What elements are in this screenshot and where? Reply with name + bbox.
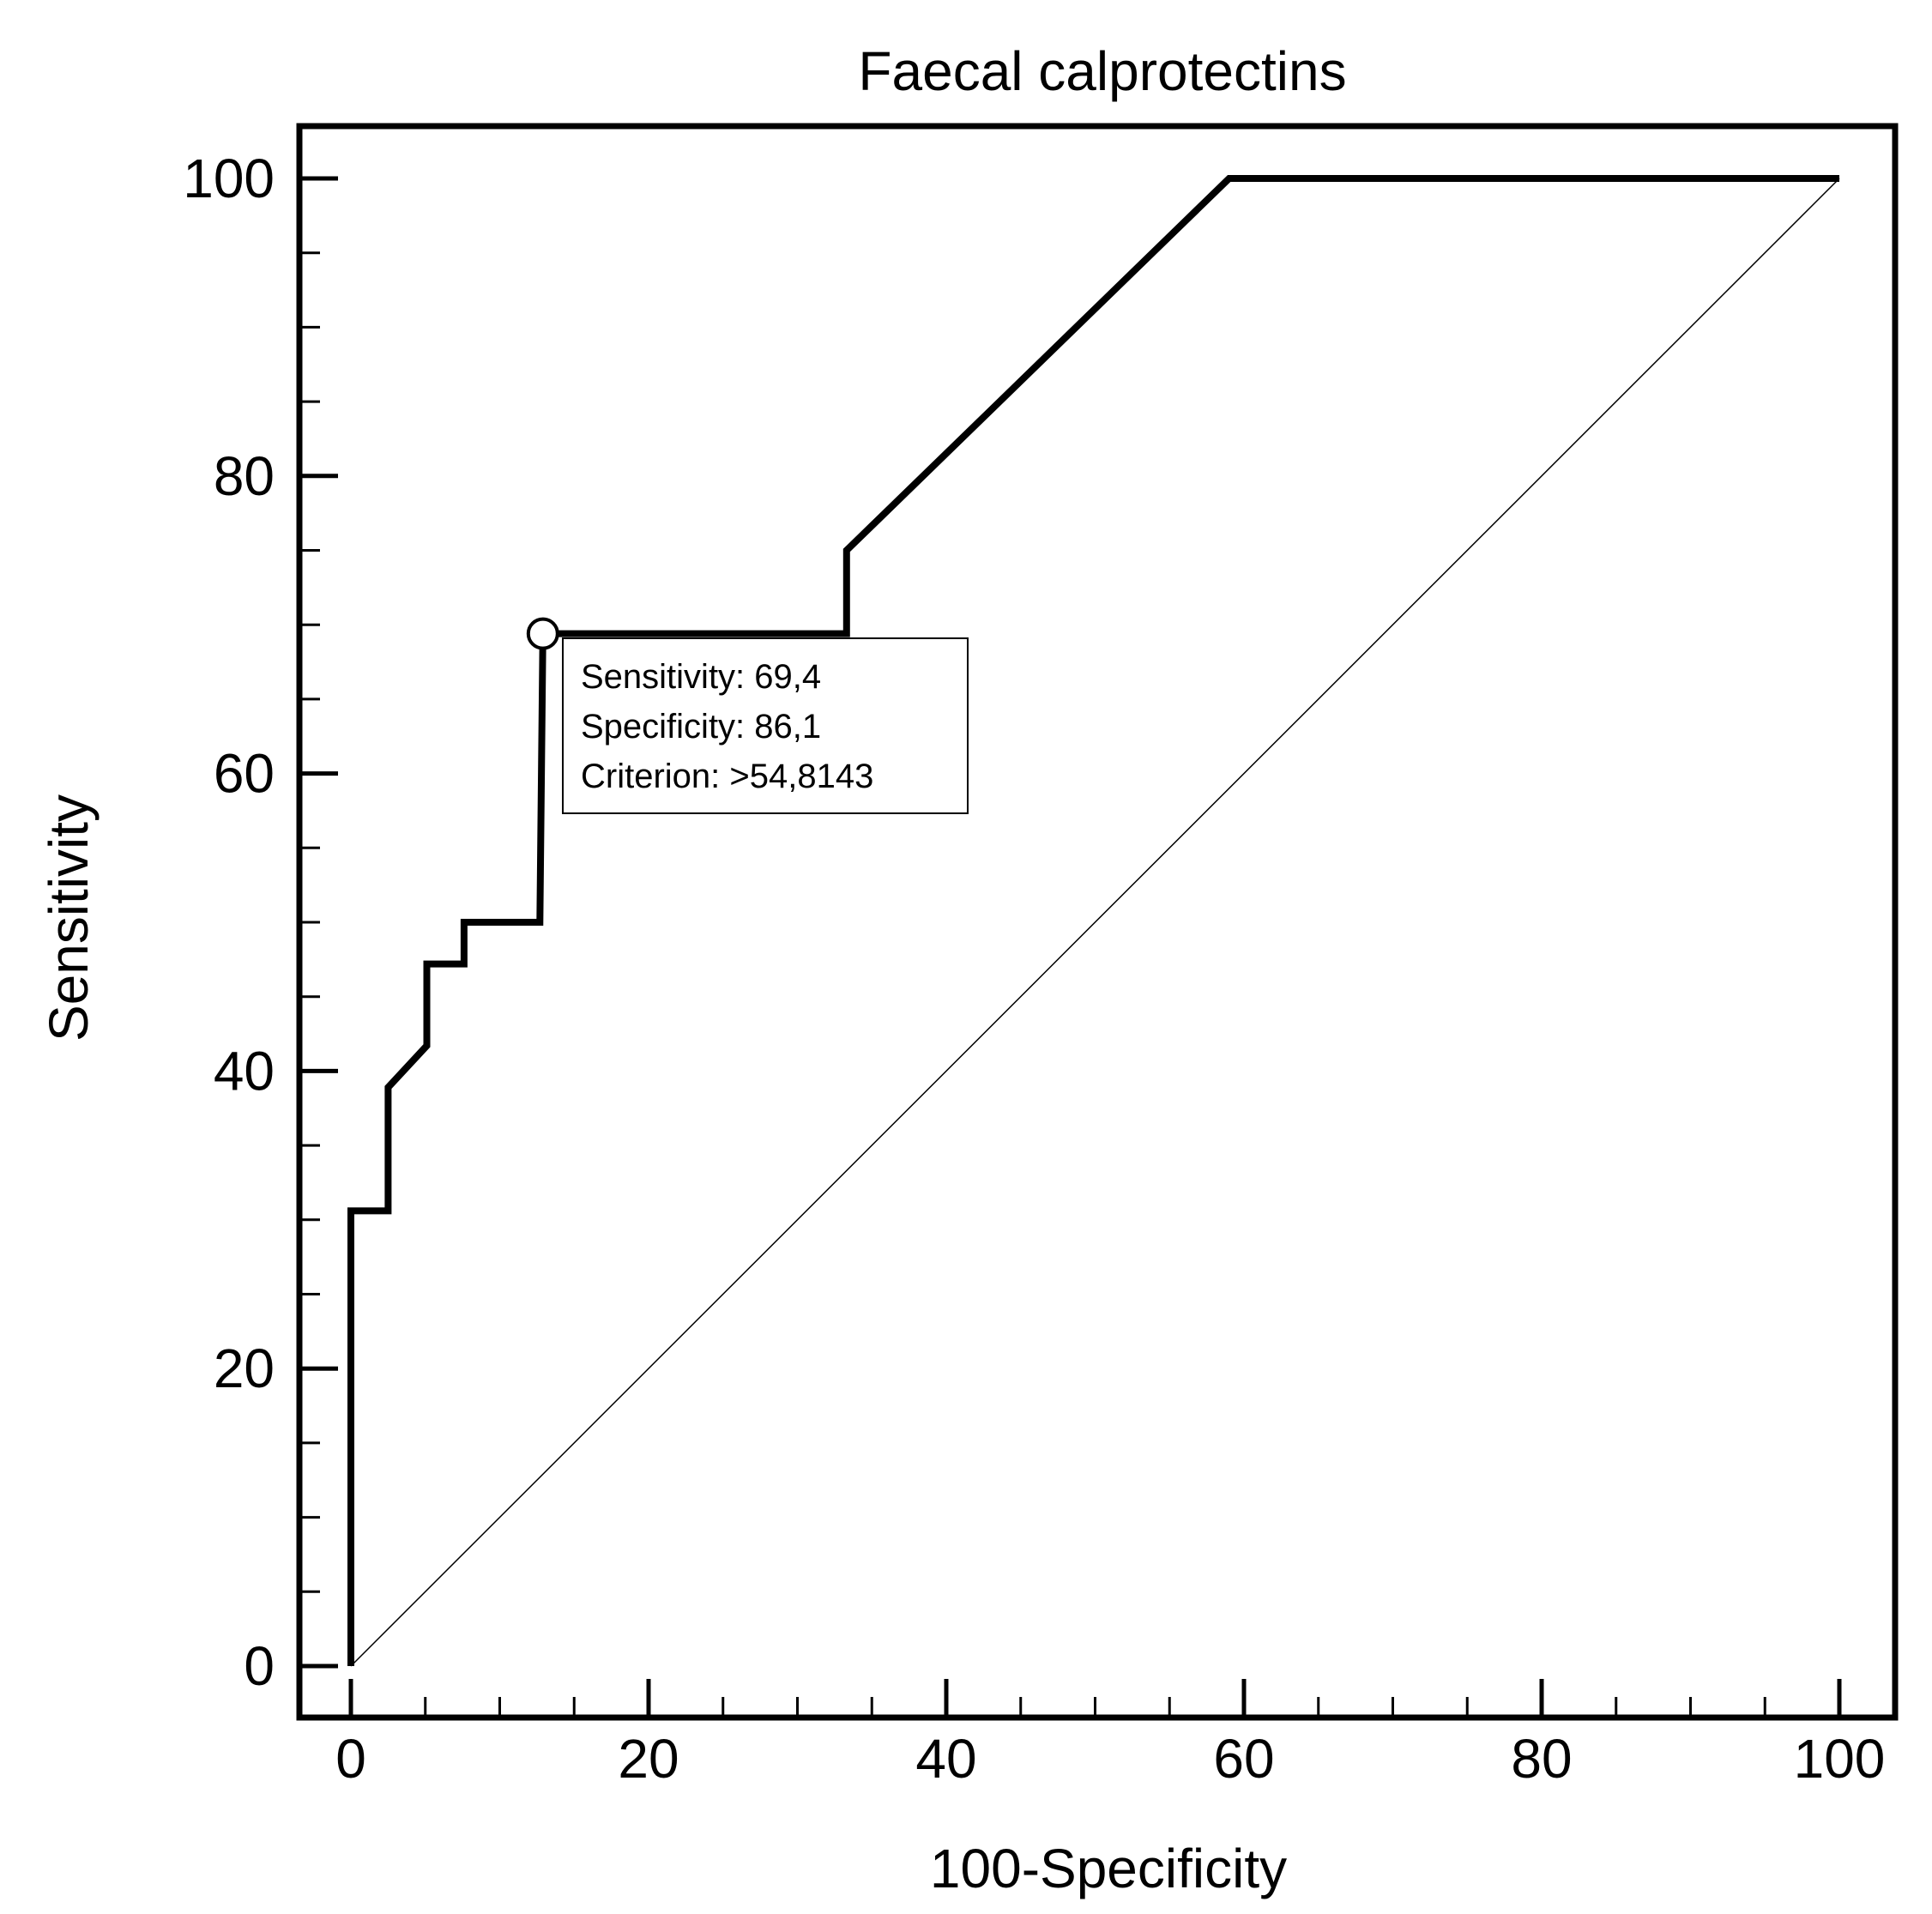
chart-title: Faecal calprotectins: [858, 40, 1346, 102]
callout-specificity: Specificity: 86,1: [581, 708, 821, 746]
axis-ticks: [299, 176, 1842, 1718]
x-tick-label: 0: [335, 1728, 366, 1790]
x-tick-label: 20: [618, 1728, 679, 1790]
y-tick-label: 80: [214, 445, 275, 507]
x-tick-label: 60: [1213, 1728, 1274, 1790]
x-tick-label: 100: [1794, 1728, 1886, 1790]
roc-curve-line: [347, 175, 1839, 1666]
x-tick-label: 80: [1511, 1728, 1572, 1790]
callout-sensitivity: Sensitivity: 69,4: [581, 658, 821, 696]
y-tick-label: 0: [244, 1635, 275, 1697]
y-tick-label: 40: [214, 1040, 275, 1102]
criterion-callout: Sensitivity: 69,4 Specificity: 86,1 Crit…: [562, 637, 969, 814]
reference-diagonal-line: [350, 178, 1840, 1667]
criterion-point-marker: [526, 617, 559, 650]
series-layer: [347, 175, 1840, 1667]
callout-box: [562, 637, 969, 814]
y-tick-label: 20: [214, 1337, 275, 1399]
y-tick-label: 100: [183, 148, 275, 209]
x-tick-label: 40: [915, 1728, 976, 1790]
tick-labels: 0 20 40 60 80 100 0 20 40 60 80 100: [183, 148, 1885, 1790]
x-axis-label: 100-Specificity: [930, 1838, 1287, 1899]
plot-area: [296, 123, 1899, 1721]
y-axis-label: Sensitivity: [38, 794, 100, 1042]
callout-criterion: Criterion: >54,8143: [581, 758, 873, 795]
y-tick-label: 60: [214, 743, 275, 805]
